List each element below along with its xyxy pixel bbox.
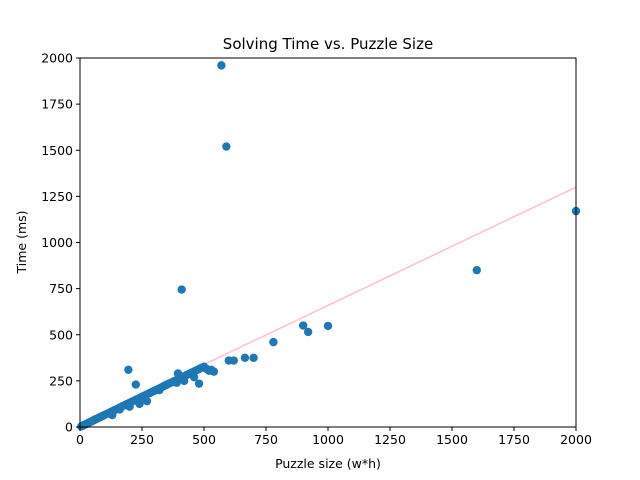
- data-point: [177, 285, 186, 294]
- data-point: [249, 353, 258, 363]
- y-tick-label: 1750: [41, 97, 73, 112]
- data-point: [135, 399, 144, 409]
- y-tick-label: 2000: [41, 51, 73, 66]
- data-point: [189, 372, 199, 382]
- data-point: [240, 353, 250, 363]
- data-point: [303, 327, 313, 337]
- x-tick-label: 1000: [312, 432, 344, 447]
- data-point: [209, 367, 219, 376]
- data-point: [115, 405, 124, 414]
- data-point: [179, 376, 189, 386]
- x-tick-label: 750: [254, 432, 278, 447]
- data-point: [125, 402, 134, 411]
- data-point: [108, 410, 117, 420]
- y-tick-label: 1250: [41, 189, 73, 204]
- x-tick-label: 1750: [498, 432, 530, 447]
- data-point: [124, 365, 133, 375]
- x-tick-label: 0: [76, 432, 84, 447]
- points-layer: [77, 61, 581, 431]
- x-axis-title: Puzzle size (w*h): [275, 456, 381, 471]
- y-tick-label: 250: [49, 373, 73, 388]
- data-point: [172, 378, 181, 387]
- data-point: [155, 385, 164, 395]
- x-tick-label: 1250: [374, 432, 406, 447]
- x-tick-label: 250: [130, 432, 154, 447]
- chart-title: Solving Time vs. Puzzle Size: [223, 35, 433, 53]
- data-point: [142, 396, 152, 406]
- data-point: [269, 337, 278, 347]
- data-point: [229, 356, 238, 365]
- data-point: [217, 61, 226, 70]
- x-tick-label: 500: [192, 432, 216, 447]
- y-tick-label: 1000: [41, 235, 73, 250]
- y-tick-label: 0: [65, 420, 73, 435]
- data-point: [162, 380, 171, 389]
- data-point: [323, 321, 333, 331]
- y-tick-label: 1500: [41, 143, 73, 158]
- y-axis-ticks: 0 250 500 750 1000 1250 1500 1750 2000: [41, 51, 80, 435]
- data-point: [222, 142, 231, 151]
- data-point: [472, 265, 481, 275]
- y-tick-label: 750: [49, 281, 73, 296]
- x-axis-ticks: 0 250 500 750 1000 1250 1500 1750 2000: [76, 427, 592, 447]
- data-point: [299, 321, 308, 330]
- data-point: [173, 369, 183, 378]
- y-tick-label: 500: [49, 327, 73, 342]
- x-tick-label: 1500: [436, 432, 468, 447]
- data-point: [194, 379, 204, 388]
- x-tick-label: 2000: [560, 432, 592, 447]
- data-point: [131, 380, 140, 389]
- y-axis-title: Time (ms): [14, 210, 29, 274]
- plot-frame: [79, 57, 577, 428]
